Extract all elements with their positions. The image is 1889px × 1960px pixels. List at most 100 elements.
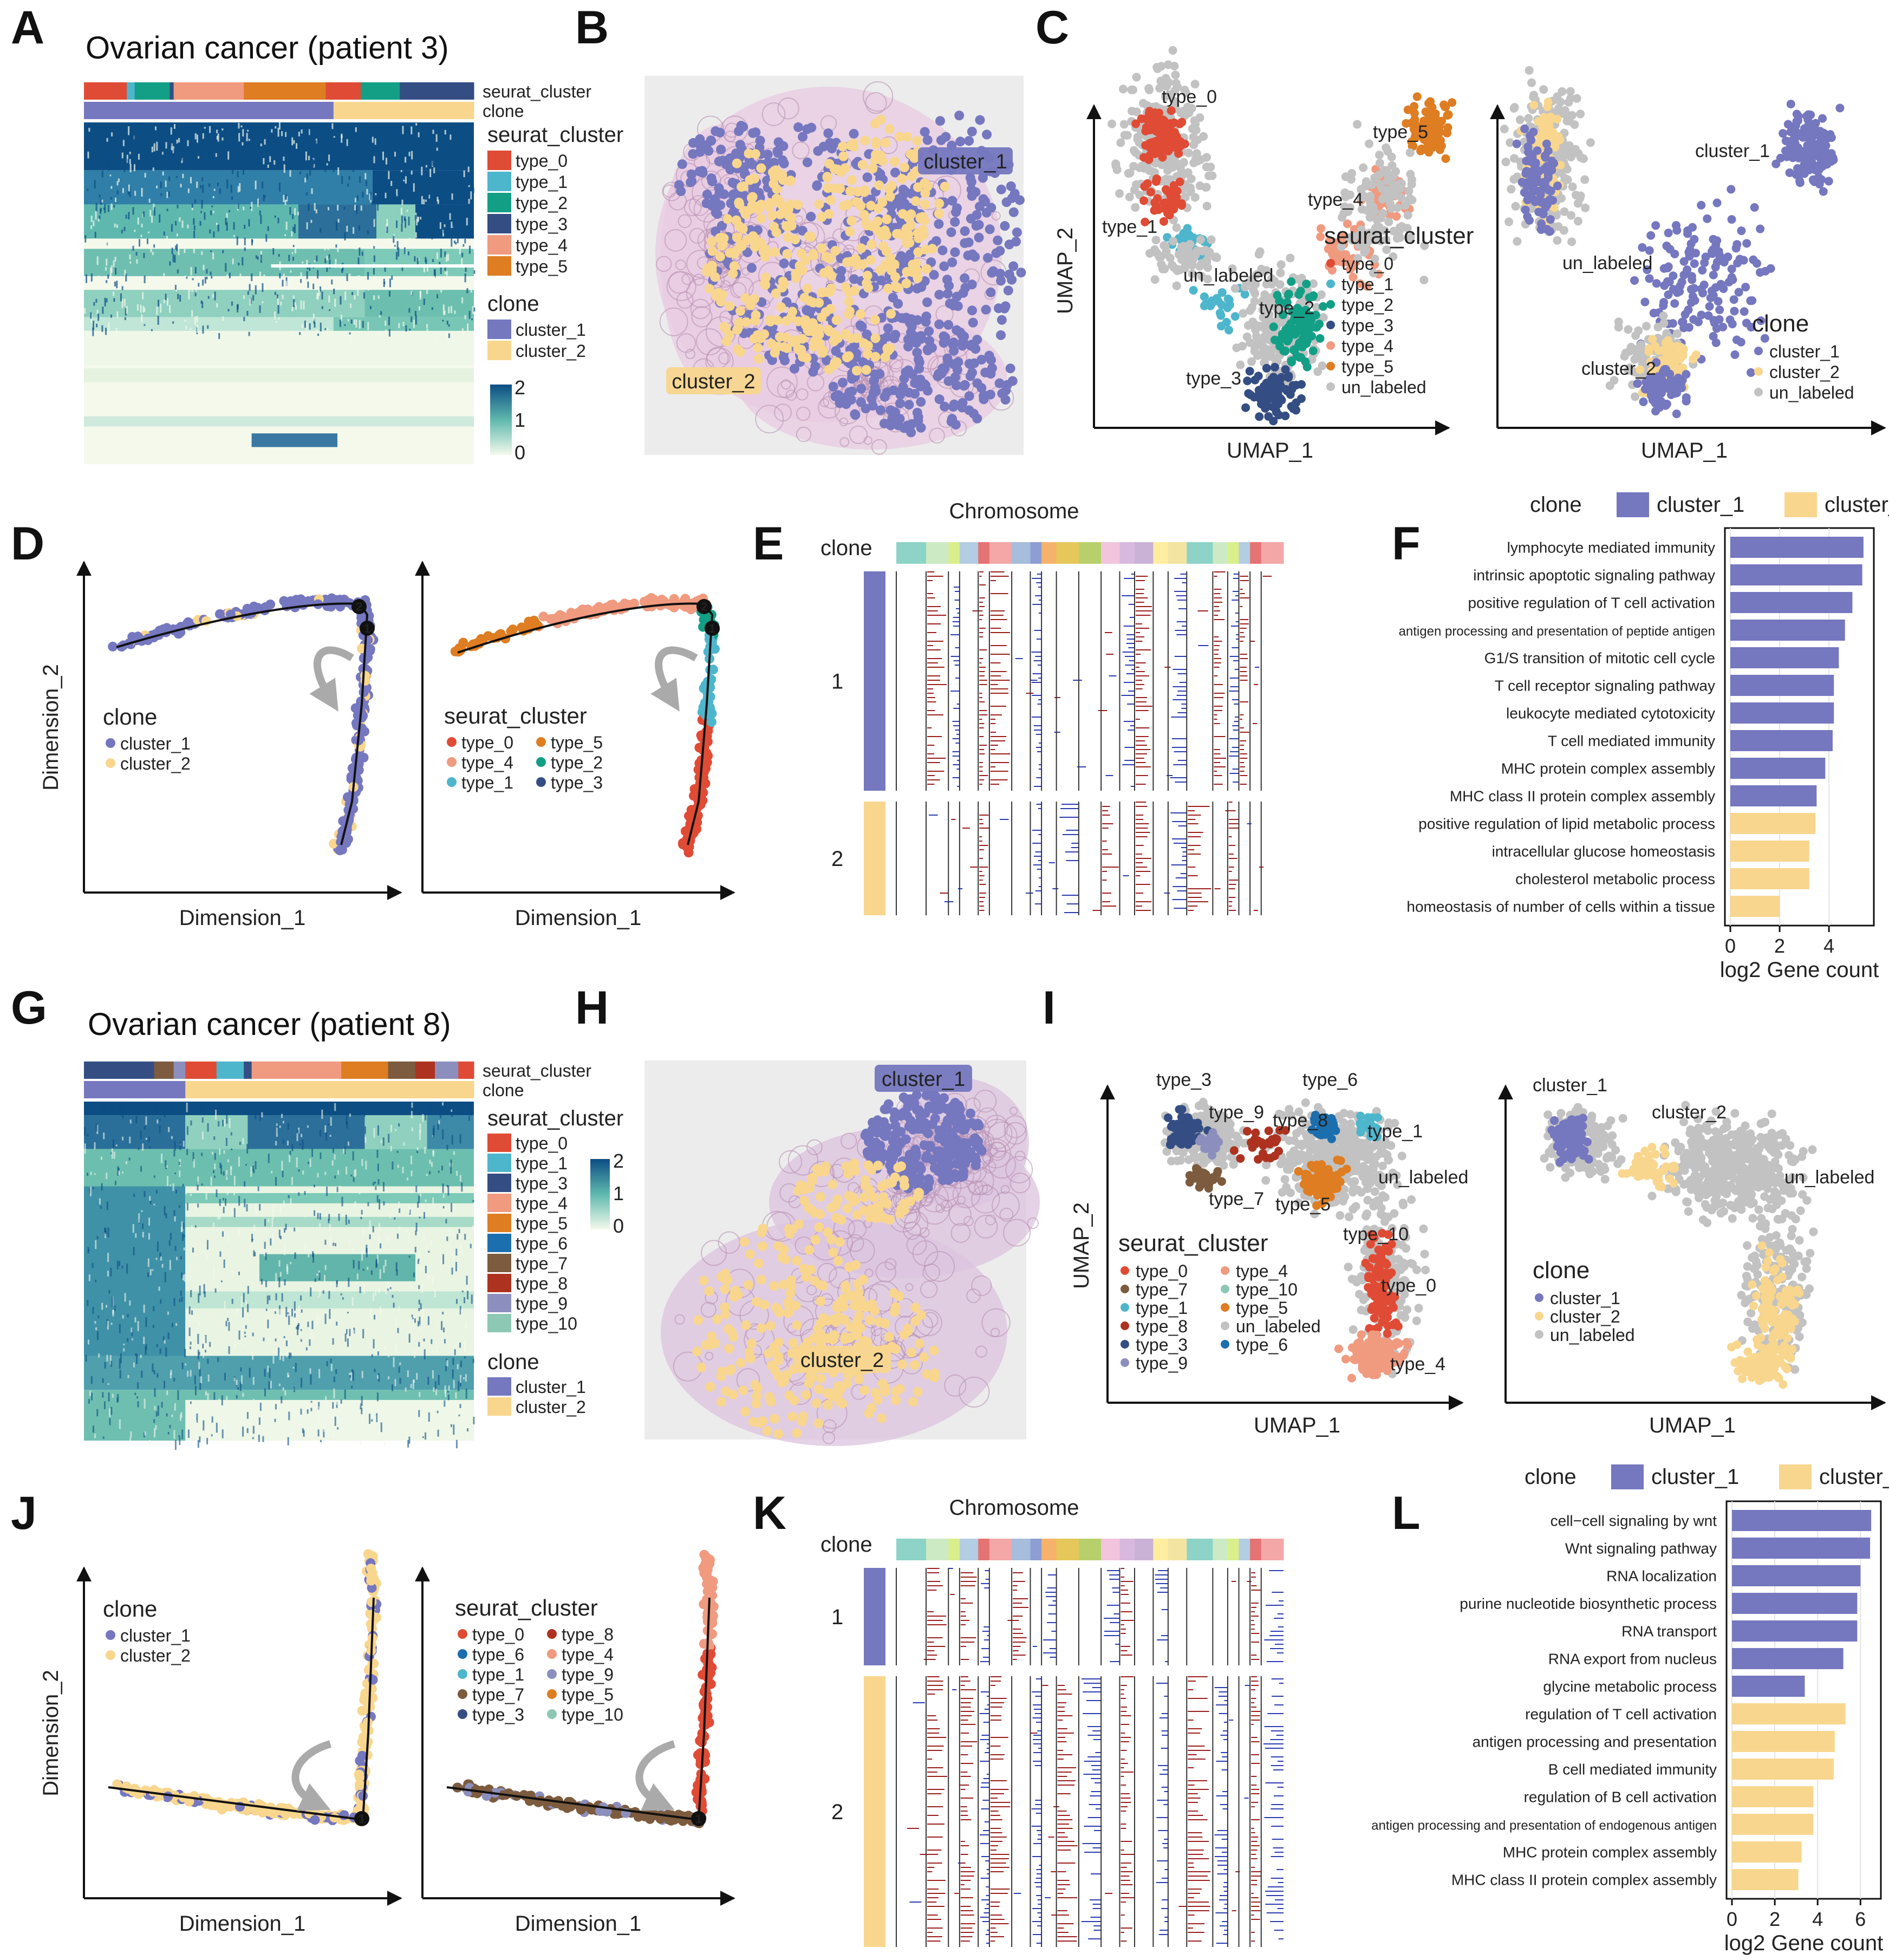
heatmap-texture [362, 191, 364, 198]
seurat-annotation-cell [84, 1062, 155, 1079]
heatmap-texture [432, 1197, 434, 1205]
spot [772, 146, 783, 157]
heatmap-texture [432, 1276, 434, 1286]
heatmap-texture [194, 266, 197, 274]
heatmap-texture [213, 1269, 215, 1279]
heatmap-texture [205, 1334, 207, 1343]
spot [937, 363, 948, 374]
spot [897, 1359, 907, 1370]
legend-swatch [487, 1214, 511, 1232]
heatmap-texture [166, 298, 168, 306]
spot [863, 341, 873, 351]
heatmap-texture [275, 1338, 277, 1342]
heatmap-texture [96, 256, 99, 265]
heatmap-texture [439, 262, 441, 266]
heatmap-texture [281, 1396, 283, 1404]
heatmap-texture [324, 1265, 327, 1271]
heatmap-texture [232, 165, 234, 174]
heatmap-texture [85, 1355, 87, 1362]
heatmap-texture [335, 244, 337, 248]
heatmap-texture [373, 156, 375, 164]
heatmap-texture [409, 328, 411, 331]
spot [865, 1315, 875, 1325]
heatmap-texture [401, 199, 403, 206]
spot [909, 1360, 920, 1370]
umap-point [1118, 84, 1128, 94]
heatmap-texture [179, 1298, 181, 1303]
heatmap-texture [213, 1266, 215, 1271]
spot [802, 157, 812, 167]
heatmap-texture [351, 1369, 354, 1372]
heatmap-texture [454, 1207, 456, 1213]
heatmap-texture [411, 1170, 413, 1176]
heatmap-texture [141, 1370, 143, 1378]
heatmap-texture [122, 140, 125, 146]
heatmap-texture [294, 1313, 296, 1318]
spot [912, 135, 922, 146]
heatmap-texture [190, 1401, 192, 1404]
heatmap-texture [259, 271, 261, 278]
heatmap-texture [389, 1287, 392, 1290]
heatmap-texture [244, 1336, 246, 1338]
spot [966, 1108, 976, 1118]
heatmap-texture [140, 1165, 142, 1172]
heatmap-texture [247, 129, 249, 132]
heatmap-texture [463, 170, 465, 178]
heatmap-texture [216, 223, 218, 225]
heatmap-texture [376, 159, 378, 163]
heatmap-texture [379, 1223, 381, 1232]
heatmap-texture [131, 1338, 133, 1340]
heatmap-texture [90, 216, 93, 223]
heatmap-texture [446, 1144, 448, 1150]
heatmap-texture [108, 1392, 110, 1402]
heatmap-texture [329, 1235, 331, 1246]
heatmap-texture [452, 1358, 454, 1365]
colorbar [590, 1159, 610, 1229]
heatmap-texture [249, 1368, 251, 1378]
heatmap-texture [293, 1386, 295, 1392]
heatmap-texture [169, 1260, 171, 1271]
spot [850, 409, 860, 419]
spot [719, 322, 729, 332]
heatmap-texture [275, 126, 277, 129]
heatmap-texture [384, 1346, 386, 1351]
spot [996, 184, 1006, 194]
spot [906, 1196, 916, 1206]
spot [841, 1161, 851, 1171]
heatmap-texture [143, 211, 145, 217]
spot [950, 247, 960, 257]
heatmap-texture [359, 248, 361, 256]
heatmap-texture [339, 320, 341, 327]
heatmap-texture [423, 1338, 425, 1342]
heatmap-texture [447, 253, 450, 261]
heatmap-texture [282, 1353, 284, 1362]
heatmap-texture [262, 301, 264, 303]
spot [750, 1379, 760, 1390]
spot [922, 386, 933, 396]
heatmap-texture [123, 166, 126, 172]
spot [757, 1241, 767, 1251]
heatmap-texture [263, 1337, 265, 1342]
heatmap-texture [225, 218, 227, 225]
heatmap-texture [237, 1387, 239, 1390]
heatmap-texture [464, 273, 466, 283]
heatmap-texture [304, 1215, 307, 1217]
umap-point [1160, 198, 1169, 207]
heatmap-texture [281, 1114, 283, 1118]
umap-point [1119, 120, 1129, 129]
heatmap-texture [231, 1298, 233, 1304]
heatmap-texture [403, 218, 406, 220]
heatmap-texture [334, 1416, 336, 1426]
heatmap-texture [359, 275, 361, 279]
heatmap-texture [125, 214, 127, 219]
umap-point [1145, 85, 1154, 94]
heatmap-texture [412, 1317, 414, 1320]
spot [893, 194, 903, 204]
heatmap-texture [334, 1103, 336, 1111]
heatmap-texture [440, 1110, 442, 1118]
spot [732, 232, 742, 243]
heatmap-texture [362, 1329, 364, 1339]
heatmap-texture [193, 225, 196, 231]
tissue-texture [664, 229, 687, 252]
heatmap-texture [99, 215, 101, 220]
